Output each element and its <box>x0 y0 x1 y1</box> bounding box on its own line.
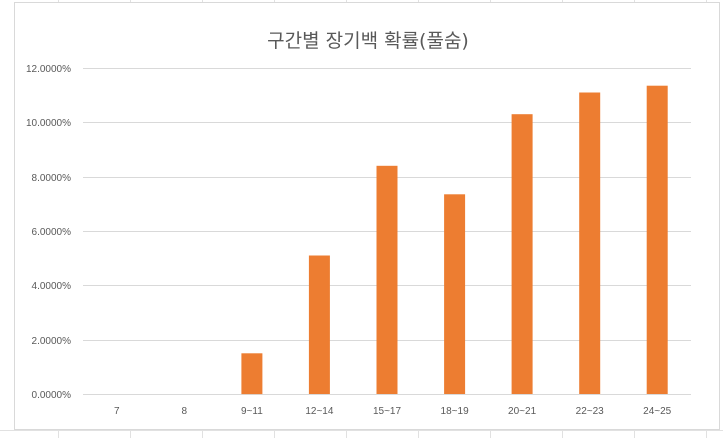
y-tick-label: 10.0000% <box>26 118 71 129</box>
x-tick-label: 12~14 <box>305 406 334 417</box>
y-tick-label: 8.0000% <box>32 173 72 184</box>
x-tick-label: 18~19 <box>441 406 470 417</box>
bar <box>376 165 398 394</box>
bar <box>241 353 263 395</box>
x-tick-label: 8 <box>182 406 188 417</box>
x-tick-label: 9~11 <box>241 406 263 417</box>
x-tick-label: 22~23 <box>576 406 605 417</box>
bar <box>511 114 533 394</box>
y-tick-label: 4.0000% <box>32 281 72 292</box>
bars <box>241 85 668 395</box>
y-tick-label: 12.0000% <box>26 64 71 75</box>
bar <box>579 92 601 394</box>
y-axis-labels: 0.0000% 2.0000% 4.0000% 6.0000% 8.0000% 10.00… <box>26 64 71 401</box>
bar <box>444 194 466 394</box>
y-tick-label: 2.0000% <box>32 336 72 347</box>
x-tick-label: 24~25 <box>643 406 672 417</box>
bar <box>646 85 668 394</box>
x-tick-label: 7 <box>114 406 120 417</box>
x-tick-label: 20~21 <box>508 406 537 417</box>
x-axis-labels: 7 8 9~11 12~14 15~17 18~19 20~21 22~23 24~25 <box>114 406 672 417</box>
bar <box>308 255 330 394</box>
bar-chart: 구간별 장기백 확률(풀숨) 0.0000% 2.0000% 4.0000% 6.00… <box>26 30 691 417</box>
y-tick-label: 6.0000% <box>32 227 72 238</box>
y-tick-label: 0.0000% <box>32 390 72 401</box>
chart-title: 구간별 장기백 확률(풀숨) <box>267 30 469 52</box>
chart-area[interactable]: 구간별 장기백 확률(풀숨) 0.0000% 2.0000% 4.0000% 6.00… <box>14 2 720 430</box>
x-tick-label: 15~17 <box>373 406 402 417</box>
